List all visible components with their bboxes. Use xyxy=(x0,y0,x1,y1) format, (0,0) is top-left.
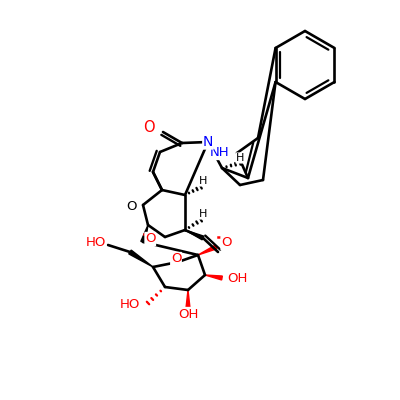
Polygon shape xyxy=(198,245,217,255)
Text: OH: OH xyxy=(178,308,198,320)
Text: H: H xyxy=(199,176,207,186)
Text: O: O xyxy=(171,252,181,266)
Text: NH: NH xyxy=(209,146,229,160)
Polygon shape xyxy=(141,225,148,243)
Text: H: H xyxy=(236,153,244,163)
Polygon shape xyxy=(185,230,204,240)
Polygon shape xyxy=(205,275,222,280)
Polygon shape xyxy=(129,250,153,267)
Text: HO: HO xyxy=(86,236,106,250)
Text: HO: HO xyxy=(120,298,140,312)
Text: O: O xyxy=(143,120,155,136)
Text: O: O xyxy=(145,232,156,246)
Text: N: N xyxy=(203,135,213,149)
Polygon shape xyxy=(186,290,190,308)
Text: O: O xyxy=(126,200,137,214)
Text: O: O xyxy=(221,236,232,250)
Text: H: H xyxy=(199,209,207,219)
Text: OH: OH xyxy=(227,272,247,284)
